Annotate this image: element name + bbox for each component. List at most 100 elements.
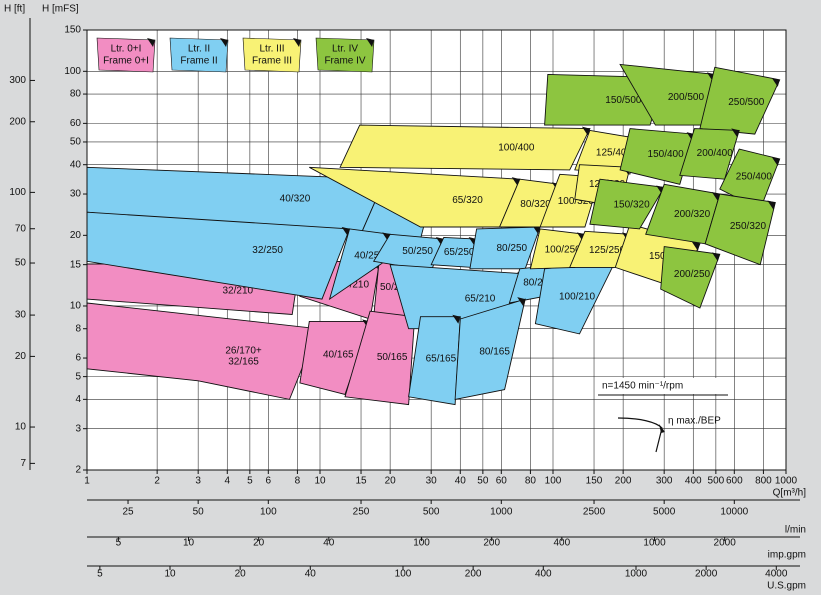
legend-label: Frame 0+I xyxy=(103,56,149,67)
x-tick-label: 1000 xyxy=(490,507,513,518)
y-tick-label: 4 xyxy=(75,394,81,405)
y-tick-label: 6 xyxy=(75,353,81,364)
corner-marker xyxy=(147,38,155,47)
legend-label: Ltr. II xyxy=(188,44,210,55)
corner-marker xyxy=(517,297,526,307)
pump-range xyxy=(344,310,416,406)
y-tick-label: 60 xyxy=(70,118,82,129)
range-label: 250/320 xyxy=(730,221,767,232)
range-label: 100/210 xyxy=(559,292,596,303)
range-label: 80/165 xyxy=(479,346,510,357)
plot-frame xyxy=(86,29,787,471)
x-tick-label: 25 xyxy=(122,507,134,518)
range-label: 250/500 xyxy=(728,97,765,108)
bep-annotation: η max./BEP xyxy=(668,416,721,427)
legend-swatch xyxy=(242,37,302,73)
pump-range xyxy=(299,320,371,395)
corner-marker xyxy=(691,241,700,251)
y2-tick-label: 300 xyxy=(9,75,26,86)
x-tick-label: 5000 xyxy=(653,507,676,518)
range-label: 250/400 xyxy=(736,171,773,182)
range-label: 125/400 xyxy=(596,148,633,159)
range-label: 80/210 xyxy=(523,278,554,289)
x-tick-label: 100 xyxy=(395,569,412,580)
y-tick-label: 15 xyxy=(70,259,82,270)
x-tick-label: 20 xyxy=(385,476,397,487)
range-label: 100/250 xyxy=(545,245,582,256)
x-tick-label: 1000 xyxy=(643,538,666,549)
x-tick-label: 500 xyxy=(423,507,440,518)
x-tick-label: 2 xyxy=(154,476,160,487)
x-tick-label: 400 xyxy=(553,538,570,549)
y-tick-label: 50 xyxy=(70,137,82,148)
range-label: 65/165 xyxy=(426,353,457,364)
range-label: 125/250 xyxy=(589,245,626,256)
range-label: 200/320 xyxy=(674,209,711,220)
x-tick-label: 100 xyxy=(545,476,562,487)
y-tick-label: 8 xyxy=(75,323,81,334)
x-tick-label: 20 xyxy=(253,538,265,549)
regions: 26/170+32/16526/210+32/21040/21050/21040… xyxy=(86,63,781,406)
legend-swatch xyxy=(96,37,156,73)
x-tick-label: 20 xyxy=(235,569,247,580)
y-tick-label: 40 xyxy=(70,159,82,170)
range-label: 200/250 xyxy=(674,269,711,280)
annotation-bg xyxy=(598,378,728,394)
legend-swatch xyxy=(315,37,375,73)
x-tick-label: 1 xyxy=(84,476,90,487)
legend-swatch xyxy=(169,37,229,73)
x-tick-label: 15 xyxy=(355,476,367,487)
x-tick-label: 2000 xyxy=(714,538,737,549)
x-tick-label: 8 xyxy=(295,476,301,487)
x-axis-title: U.S.gpm xyxy=(767,581,806,592)
pump-range xyxy=(619,128,696,185)
x-tick-label: 40 xyxy=(455,476,467,487)
range-label: 100/400 xyxy=(498,142,535,153)
corner-marker xyxy=(711,192,720,202)
pump-range xyxy=(408,316,461,406)
corner-marker xyxy=(452,314,461,324)
y-axis-title: H [mFS] xyxy=(42,4,79,15)
x-tick-label: 4 xyxy=(224,476,230,487)
range-label: 40/165 xyxy=(323,350,354,361)
corner-marker xyxy=(731,128,740,138)
x-tick-label: 4000 xyxy=(765,569,788,580)
x-tick-label: 250 xyxy=(353,507,370,518)
x-tick-label: 10000 xyxy=(720,507,748,518)
range-label: 80/320 xyxy=(520,199,551,210)
x-axis-title: imp.gpm xyxy=(768,550,806,561)
range-label: 32/210 xyxy=(223,285,254,296)
corner-marker xyxy=(220,38,228,47)
range-label: 40/320 xyxy=(280,194,311,205)
y-tick-label: 30 xyxy=(70,189,82,200)
pump-range xyxy=(589,178,665,230)
legend-label: Frame IV xyxy=(324,56,365,67)
x-tick-label: 80 xyxy=(525,476,537,487)
x-tick-label: 300 xyxy=(656,476,673,487)
range-label: 80/250 xyxy=(497,243,528,254)
y2-tick-label: 7 xyxy=(20,458,26,469)
pump-range xyxy=(339,124,591,171)
x-tick-label: 800 xyxy=(755,476,772,487)
x-tick-label: 1000 xyxy=(625,569,648,580)
y2-tick-label: 70 xyxy=(15,223,27,234)
x-tick-label: 50 xyxy=(193,507,205,518)
x-tick-label: 2500 xyxy=(583,507,606,518)
range-label: 65/210 xyxy=(465,294,496,305)
range-label: 200/400 xyxy=(697,148,734,159)
range-label: 65/250 xyxy=(444,247,475,258)
x-tick-label: 10 xyxy=(164,569,176,580)
y2-axis-title: H [ft] xyxy=(4,4,25,15)
x-tick-label: 10 xyxy=(183,538,195,549)
x-axis-title: l/min xyxy=(785,525,806,536)
y-tick-label: 20 xyxy=(70,230,82,241)
x-tick-label: 100 xyxy=(260,507,277,518)
x-tick-label: 2000 xyxy=(695,569,718,580)
range-label: 150/320 xyxy=(614,200,651,211)
range-label: 50/250 xyxy=(402,246,433,257)
x-tick-label: 200 xyxy=(465,569,482,580)
range-label: 65/320 xyxy=(452,195,483,206)
x-tick-label: 40 xyxy=(305,569,317,580)
y-tick-label: 10 xyxy=(70,301,82,312)
